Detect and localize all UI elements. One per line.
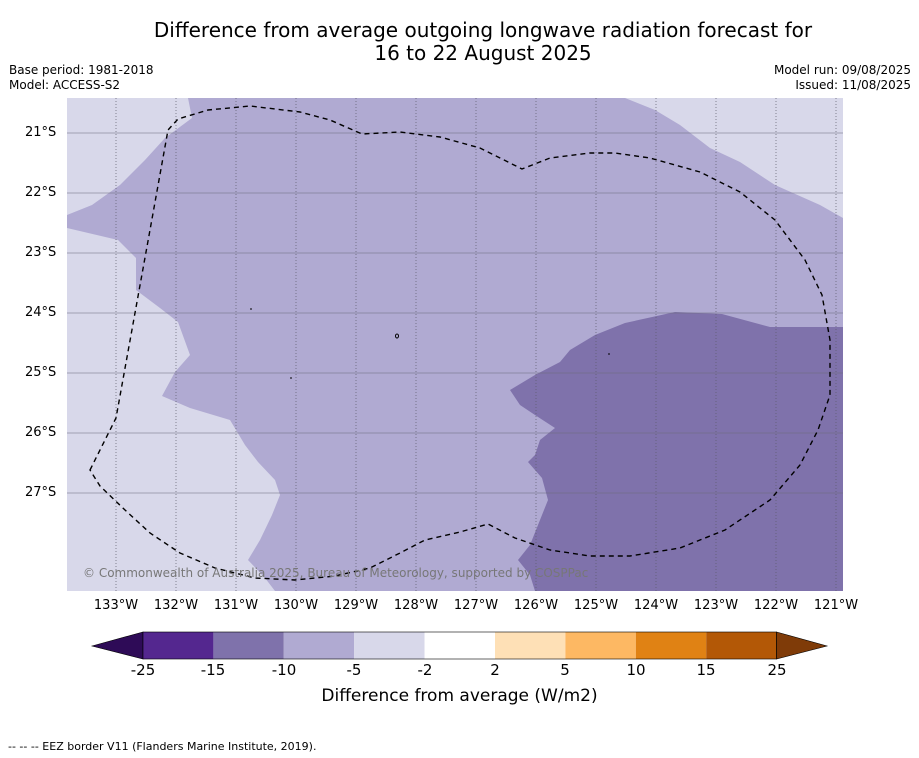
model-name: Model: ACCESS-S2 [9, 78, 121, 92]
footnote: -- -- -- EEZ border V11 (Flanders Marine… [8, 740, 317, 753]
lat-label: 24°S [25, 305, 57, 320]
region-minus15-minus10 [510, 312, 843, 591]
eez-border [89, 105, 831, 581]
colorbar-tick: -5 [346, 661, 362, 679]
colorbar-segment [706, 632, 777, 659]
title-line-1: Difference from average outgoing longwav… [153, 18, 813, 42]
map-title: Difference from average outgoing longwav… [0, 19, 919, 65]
colorbar-low-arrow [90, 631, 144, 660]
lon-label: 129°W [333, 598, 379, 613]
lon-label: 127°W [453, 598, 499, 613]
gridlines [115, 98, 837, 591]
islands [250, 308, 610, 379]
lat-label: 25°S [25, 365, 57, 380]
base-period: Base period: 1981-2018 [9, 63, 154, 77]
lon-label: 121°W [813, 598, 859, 613]
colorbar-segment [213, 632, 284, 659]
colorbar-tick: 5 [560, 661, 570, 679]
colorbar-label: Difference from average (W/m2) [321, 686, 598, 706]
lon-label: 125°W [573, 598, 619, 613]
colorbar-segment [283, 632, 355, 659]
lon-label: 123°W [693, 598, 739, 613]
lat-label: 21°S [25, 125, 57, 140]
colorbar-tick: 25 [767, 661, 787, 679]
colorbar-segment [354, 632, 425, 659]
colorbar-segment [424, 632, 495, 659]
colorbar-segment [635, 632, 707, 659]
lon-label: 133°W [93, 598, 139, 613]
colorbar-tick: 15 [696, 661, 716, 679]
map-area: © Commonwealth of Australia 2025, Bureau… [67, 98, 843, 591]
copyright-text: © Commonwealth of Australia 2025, Bureau… [83, 566, 588, 580]
lon-label: 132°W [153, 598, 199, 613]
colorbar-tick: -25 [130, 661, 156, 679]
colorbar-tick: 2 [490, 661, 500, 679]
lon-label: 122°W [753, 598, 799, 613]
model-run: Model run: 09/08/2025 [773, 63, 911, 77]
colorbar-tick: -15 [200, 661, 226, 679]
lat-label: 27°S [25, 485, 57, 500]
meta-left: Base period: 1981-2018 Model: ACCESS-S2 [9, 63, 154, 93]
colorbar-segment [495, 632, 566, 659]
colorbar-tick: 10 [626, 661, 646, 679]
colorbar [90, 631, 829, 660]
colorbar-segment [143, 632, 214, 659]
latitude-lines [67, 132, 843, 494]
issued-date: Issued: 11/08/2025 [795, 78, 911, 92]
lat-label: 26°S [25, 425, 57, 440]
title-line-2: 16 to 22 August 2025 [374, 41, 592, 65]
colorbar-high-arrow [776, 631, 829, 660]
colorbar-frame [142, 631, 777, 660]
lon-label: 128°W [393, 598, 439, 613]
lon-label: 131°W [213, 598, 259, 613]
lon-label: 126°W [513, 598, 559, 613]
meta-right: Model run: 09/08/2025 Issued: 11/08/2025 [774, 63, 911, 93]
lat-label: 23°S [25, 245, 57, 260]
colorbar-tick: -2 [417, 661, 433, 679]
lat-label: 22°S [25, 185, 57, 200]
lon-label: 124°W [633, 598, 679, 613]
colorbar-tick: -10 [271, 661, 297, 679]
colorbar-segment [565, 632, 636, 659]
lon-label: 130°W [273, 598, 319, 613]
